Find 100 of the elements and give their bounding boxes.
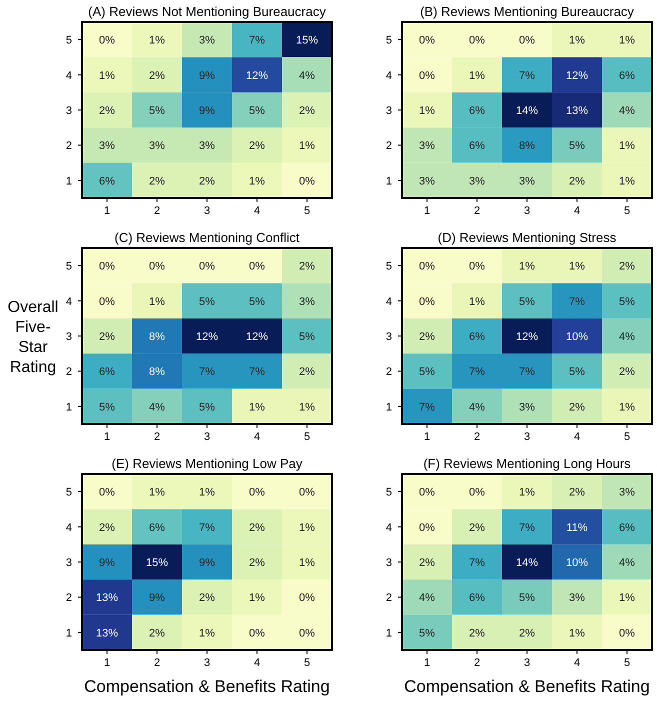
data-label: 1% [519,260,536,273]
data-label: 2% [149,70,166,82]
data-label: 1% [619,140,636,152]
data-label: 15% [146,557,168,569]
data-label: 3% [519,175,536,188]
data-label: 1% [149,486,166,499]
chart-title: (B) Reviews Mentioning Bureaucracy [420,4,634,19]
data-label: 7% [469,557,486,569]
data-label: 9% [149,592,166,604]
data-label: 0% [419,522,436,534]
data-label: 4% [419,592,436,604]
data-label: 2% [419,557,436,569]
data-label: 1% [619,592,636,604]
y-tick-label: 3 [386,557,392,569]
data-label: 0% [149,260,166,273]
y-tick-label: 1 [66,401,72,414]
data-label: 7% [519,366,536,378]
data-label: 0% [619,627,636,640]
data-label: 3% [519,401,536,414]
data-label: 1% [199,627,216,640]
x-tick-label: 5 [304,205,310,217]
data-label: 2% [199,175,216,188]
data-label: 4% [469,401,486,414]
data-label: 5% [199,296,216,308]
data-label: 1% [569,627,586,640]
data-label: 0% [419,70,436,82]
y-tick-label: 5 [66,486,72,499]
x-tick-label: 3 [524,431,530,443]
data-label: 2% [249,522,266,534]
data-label: 1% [299,401,316,414]
data-label: 7% [199,366,216,378]
data-label: 1% [569,34,586,47]
data-label: 2% [569,486,586,499]
x-tick-label: 4 [574,657,580,669]
data-label: 3% [419,175,436,188]
y-tick-label: 1 [386,401,392,414]
x-tick-label: 5 [304,431,310,443]
y-tick-label: 2 [66,592,72,604]
y-tick-label: 1 [386,627,392,640]
data-label: 3% [149,140,166,152]
y-tick-label: 4 [386,70,392,82]
data-label: 2% [99,331,116,343]
chart-title: (A) Reviews Not Mentioning Bureaucracy [88,4,326,19]
x-tick-label: 3 [524,657,530,669]
data-label: 9% [99,557,116,569]
data-label: 6% [469,592,486,604]
data-label: 0% [199,260,216,273]
x-tick-label: 4 [254,205,260,217]
y-tick-label: 4 [386,296,392,308]
data-label: 9% [199,557,216,569]
data-label: 0% [419,260,436,273]
data-label: 5% [619,296,636,308]
x-tick-label: 4 [574,205,580,217]
data-label: 4% [619,105,636,117]
x-tick-label: 5 [624,657,630,669]
data-label: 12% [566,70,588,82]
y-tick-label: 3 [66,557,72,569]
data-label: 13% [96,592,118,604]
data-label: 7% [519,70,536,82]
data-label: 5% [99,401,116,414]
data-label: 5% [419,366,436,378]
data-label: 0% [99,296,116,308]
data-label: 14% [516,105,538,117]
data-label: 1% [99,70,116,82]
data-label: 7% [569,296,586,308]
y-axis-title: Overall Five-Star Rating [8,299,58,376]
data-label: 2% [619,260,636,273]
data-label: 0% [299,486,316,499]
data-label: 7% [419,401,436,414]
data-label: 2% [299,366,316,378]
x-tick-label: 2 [474,431,480,443]
data-label: 6% [469,331,486,343]
data-label: 1% [519,486,536,499]
data-label: 2% [249,557,266,569]
data-label: 5% [249,296,266,308]
chart-title: (C) Reviews Mentioning Conflict [114,230,300,245]
data-label: 6% [619,522,636,534]
data-label: 0% [99,260,116,273]
data-label: 0% [99,486,116,499]
data-label: 1% [419,105,436,117]
data-label: 1% [469,70,486,82]
y-tick-label: 5 [66,34,72,47]
data-label: 1% [569,260,586,273]
data-label: 15% [296,34,318,47]
data-label: 8% [149,331,166,343]
y-tick-label: 1 [66,627,72,640]
data-label: 1% [469,296,486,308]
x-tick-label: 1 [104,657,110,669]
data-label: 9% [199,105,216,117]
x-tick-label: 2 [474,657,480,669]
data-label: 5% [149,105,166,117]
data-label: 6% [99,175,116,188]
data-label: 2% [249,140,266,152]
data-label: 0% [249,486,266,499]
data-label: 3% [99,140,116,152]
data-label: 3% [619,486,636,499]
x-tick-label: 2 [474,205,480,217]
data-label: 2% [519,627,536,640]
data-label: 3% [199,140,216,152]
data-label: 12% [246,70,268,82]
